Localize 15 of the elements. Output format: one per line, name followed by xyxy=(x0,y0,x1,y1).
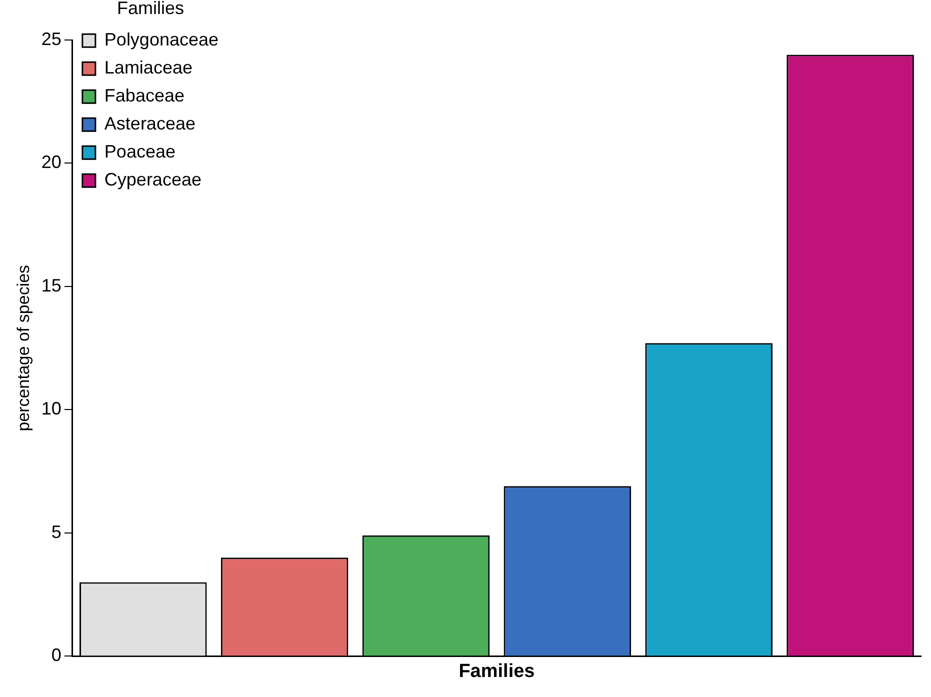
y-tick-label: 0 xyxy=(51,645,62,666)
legend-label: Asteraceae xyxy=(104,114,196,134)
y-tick-label: 10 xyxy=(41,398,62,419)
legend-label: Polygonaceae xyxy=(104,30,219,50)
x-axis-title: Families xyxy=(458,660,535,682)
legend-label: Cyperaceae xyxy=(104,170,202,190)
legend-label: Lamiaceae xyxy=(104,58,192,78)
y-tick-label: 25 xyxy=(41,28,62,49)
y-axis-title: percentage of species xyxy=(14,264,33,432)
legend-label: Fabaceae xyxy=(104,86,184,106)
legend-title: Families xyxy=(116,0,184,18)
y-tick-label: 5 xyxy=(51,522,62,542)
y-tick-label: 15 xyxy=(41,275,62,296)
y-tick-label: 20 xyxy=(41,152,62,172)
legend-label: Poaceae xyxy=(104,142,176,162)
